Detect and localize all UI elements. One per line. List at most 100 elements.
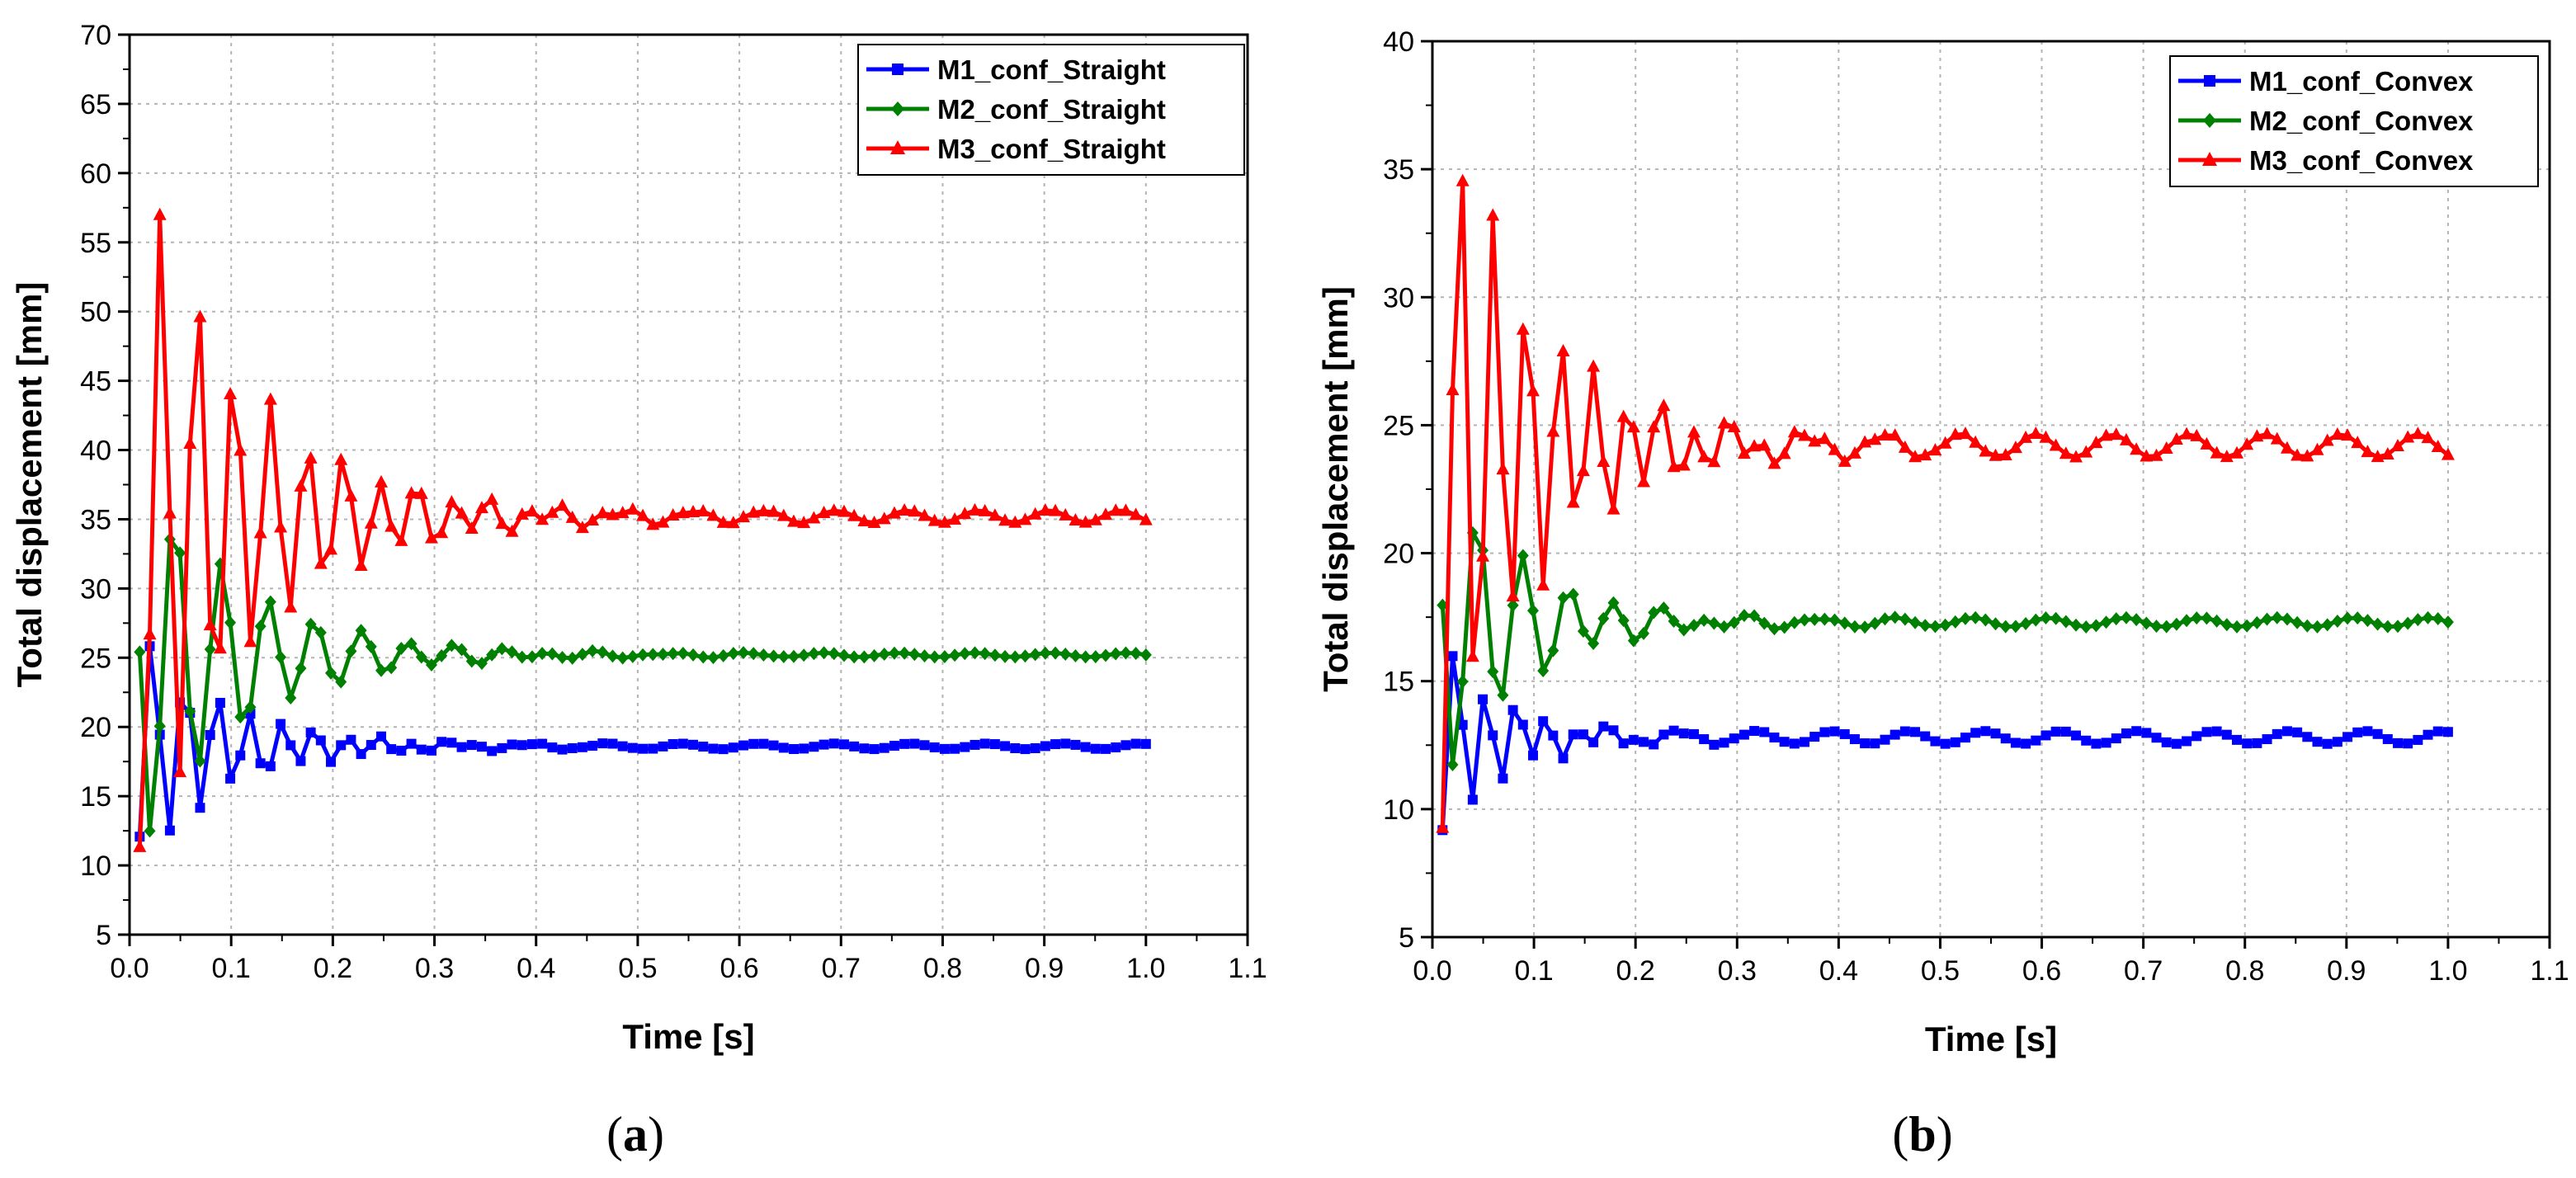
plot-frame — [1431, 40, 2551, 939]
data-point — [2311, 620, 2324, 634]
data-point — [948, 511, 962, 525]
data-point — [988, 648, 1001, 662]
data-point — [2252, 737, 2262, 748]
data-point — [1018, 512, 1032, 525]
data-point — [405, 637, 418, 651]
data-point — [1930, 736, 1941, 747]
data-point — [2351, 436, 2365, 449]
data-point — [597, 645, 609, 659]
grid — [130, 35, 1248, 935]
data-point — [1121, 740, 1131, 751]
data-point — [1506, 589, 1520, 602]
data-point — [1059, 507, 1073, 521]
data-point — [1739, 729, 1749, 740]
data-point — [1139, 648, 1152, 662]
data-point — [1777, 446, 1791, 459]
data-point — [717, 648, 729, 662]
data-point — [1537, 664, 1550, 678]
data-point — [1667, 459, 1681, 473]
data-point — [1809, 732, 1820, 742]
data-point — [786, 514, 800, 527]
data-point — [2251, 615, 2263, 629]
data-point — [255, 758, 266, 769]
data-point — [927, 513, 941, 526]
data-point — [2120, 610, 2132, 624]
data-point — [1989, 617, 2002, 631]
data-point — [677, 738, 688, 749]
x-tick-label: 0.9 — [1025, 953, 1064, 984]
data-point — [1799, 613, 1811, 627]
data-point — [517, 740, 527, 751]
y-tick-label: 10 — [80, 851, 111, 882]
data-point — [586, 512, 600, 525]
data-point — [1069, 649, 1082, 663]
data-point — [1677, 623, 1690, 637]
ticks: 0.0 0.1 0.2 0.3 0.4 0.5 0.6 0.7 0.8 0.9 1.0 1.1 5 10 1… — [80, 20, 1267, 984]
legend-label: M3_conf_Convex — [2249, 145, 2474, 176]
data-point — [1870, 738, 1880, 749]
series-M3_conf_Straight — [133, 207, 1153, 852]
data-point — [889, 741, 899, 752]
data-point — [436, 648, 448, 662]
data-point — [2352, 727, 2363, 737]
data-point — [656, 515, 670, 528]
data-point — [1929, 620, 1941, 634]
data-point — [1719, 737, 1729, 748]
legend-label: M2_conf_Convex — [2249, 106, 2474, 136]
data-point — [2402, 616, 2414, 630]
data-point — [2031, 735, 2041, 746]
data-point — [275, 650, 287, 664]
x-tick-label: 0.6 — [2022, 955, 2061, 987]
data-point — [767, 649, 780, 663]
data-point — [1920, 731, 1931, 742]
data-point — [2342, 611, 2354, 625]
data-point — [446, 638, 458, 653]
data-point — [1860, 738, 1871, 749]
data-point — [1088, 512, 1102, 525]
data-point — [1606, 502, 1621, 515]
x-tick-label: 1.0 — [1126, 953, 1165, 984]
data-point — [1769, 733, 1780, 743]
x-axis-title: Time [s] — [622, 1017, 754, 1056]
x-tick-label: 0.5 — [1921, 955, 1960, 987]
data-point — [868, 648, 880, 662]
data-point — [1919, 619, 1932, 633]
data-point — [424, 530, 438, 544]
data-point — [676, 506, 690, 519]
panel-caption: (b) — [1892, 1107, 1952, 1162]
data-point — [1759, 727, 1770, 737]
data-point — [314, 625, 327, 639]
data-point — [2221, 729, 2232, 740]
y-tick-label: 5 — [96, 920, 111, 951]
data-point — [2240, 437, 2254, 450]
data-point — [205, 729, 215, 740]
data-point — [2060, 726, 2071, 737]
data-point — [1839, 728, 1850, 739]
plot-area — [1432, 41, 2550, 937]
data-point — [2049, 438, 2063, 451]
data-point — [1748, 609, 1761, 623]
data-point — [687, 648, 700, 662]
data-point — [2091, 738, 2102, 749]
data-point — [1639, 737, 1649, 747]
legend-marker — [892, 64, 903, 75]
data-point — [606, 507, 620, 521]
data-point — [547, 742, 558, 753]
data-point — [587, 643, 599, 657]
data-point — [1100, 648, 1112, 662]
y-axis-title: Total displacement [mm] — [10, 282, 49, 688]
data-point — [525, 504, 539, 517]
data-point — [2220, 450, 2234, 463]
data-point — [1616, 409, 1630, 422]
data-point — [999, 649, 1012, 663]
data-point — [1476, 549, 1490, 562]
data-point — [2281, 726, 2292, 737]
data-point — [194, 754, 206, 768]
y-tick-label: 40 — [80, 436, 111, 467]
data-point — [2109, 427, 2123, 441]
data-point — [767, 504, 781, 517]
data-point — [446, 737, 457, 748]
data-point — [1049, 503, 1063, 516]
data-point — [1548, 730, 1559, 741]
data-point — [797, 516, 811, 529]
